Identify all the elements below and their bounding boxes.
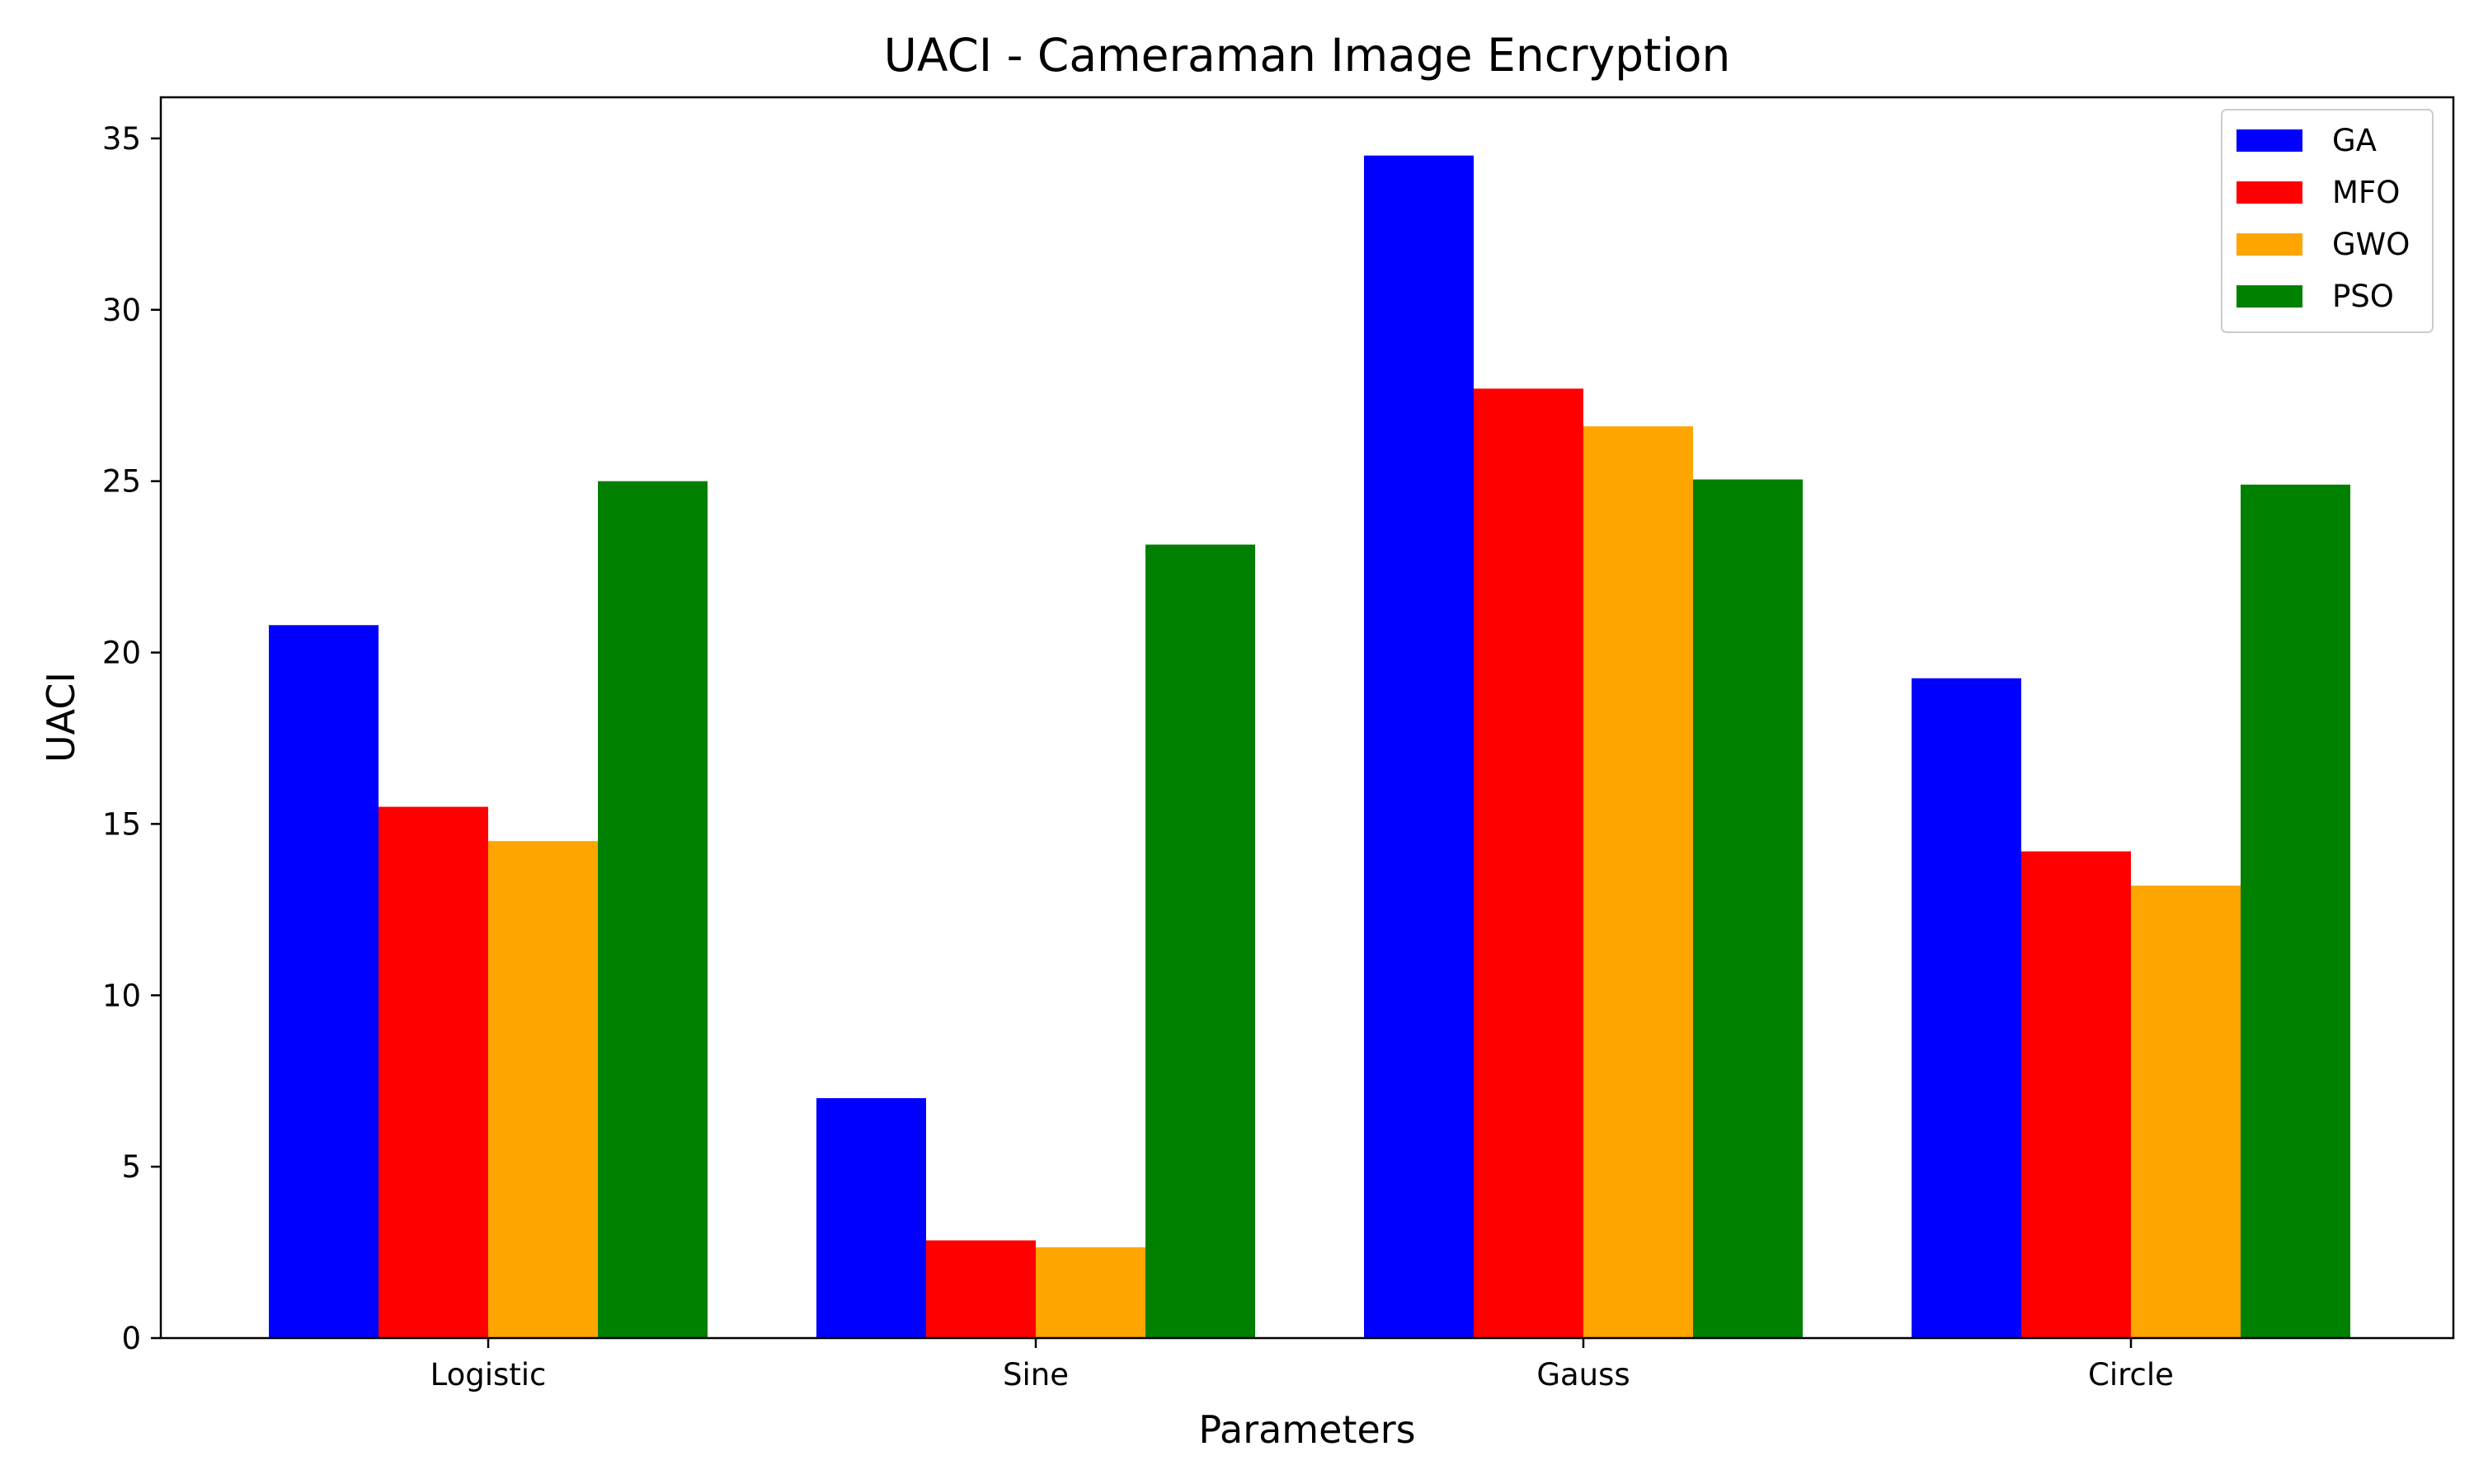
legend-label-ga: GA [2332, 123, 2377, 158]
y-tick-label: 15 [102, 806, 141, 842]
bar-mfo-circle [2021, 851, 2131, 1338]
bar-ga-sine [816, 1097, 926, 1338]
bar-ga-logistic [269, 625, 379, 1338]
legend-swatch-pso [2236, 285, 2302, 308]
legend-label-mfo: MFO [2332, 175, 2400, 210]
legend: GA MFO GWO PSO [2221, 109, 2434, 333]
bar-pso-gauss [1693, 479, 1803, 1338]
legend-swatch-ga [2236, 129, 2302, 152]
x-axis-ticks: Logistic Sine Gauss Circle [430, 1338, 2174, 1392]
bar-mfo-logistic [379, 806, 488, 1338]
y-tick-label: 10 [102, 978, 141, 1013]
legend-label-gwo: GWO [2332, 227, 2410, 262]
legend-swatch-mfo [2236, 181, 2302, 204]
legend-label-pso: PSO [2332, 279, 2394, 314]
legend-box [2221, 109, 2434, 333]
x-tick-label-circle: Circle [2088, 1357, 2174, 1392]
legend-swatch-gwo [2236, 233, 2302, 256]
x-tick-label-logistic: Logistic [430, 1357, 547, 1392]
bar-mfo-gauss [1474, 388, 1583, 1338]
x-axis-label: Parameters [1198, 1407, 1415, 1452]
bar-mfo-sine [926, 1240, 1036, 1338]
bar-gwo-gauss [1583, 426, 1693, 1339]
y-tick-label: 35 [102, 121, 141, 157]
y-axis-label: UACI [39, 672, 83, 763]
bar-gwo-sine [1036, 1247, 1145, 1338]
chart-title: UACI - Cameraman Image Encryption [884, 29, 1731, 82]
bars-group [269, 155, 2350, 1339]
bar-ga-gauss [1364, 155, 1474, 1339]
plot-area-frame [159, 96, 2455, 1340]
bar-pso-logistic [598, 481, 708, 1338]
bar-pso-sine [1145, 544, 1255, 1338]
bar-gwo-circle [2131, 885, 2241, 1338]
y-tick-label: 0 [121, 1321, 141, 1356]
x-tick-label-gauss: Gauss [1536, 1357, 1630, 1392]
bar-gwo-logistic [488, 841, 598, 1338]
y-axis-ticks: 0 5 10 15 20 25 30 35 [102, 121, 161, 1356]
y-tick-label: 30 [102, 293, 141, 328]
bar-pso-circle [2241, 484, 2350, 1338]
x-tick-label-sine: Sine [1003, 1357, 1069, 1392]
y-tick-label: 20 [102, 636, 141, 671]
bar-ga-circle [1912, 678, 2021, 1338]
y-tick-label: 25 [102, 464, 141, 500]
y-tick-label: 5 [121, 1149, 141, 1185]
